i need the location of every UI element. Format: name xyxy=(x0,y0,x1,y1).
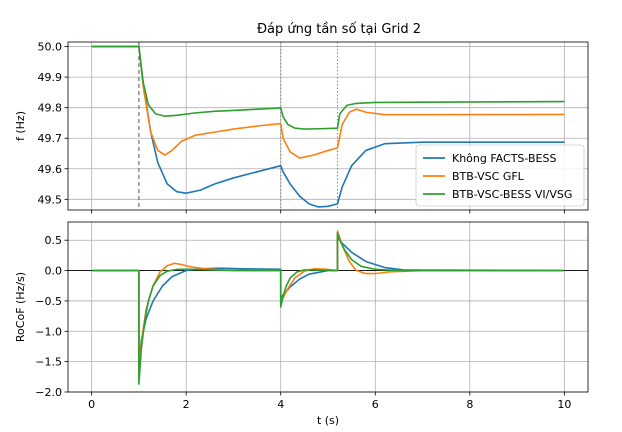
top-plot-series xyxy=(91,45,565,208)
legend: Không FACTS-BESS BTB-VSC GFL BTB-VSC-BESS … xyxy=(415,144,585,207)
top-plot-ylabel: f (Hz) xyxy=(14,111,27,141)
y-tick-label: −2.0 xyxy=(35,386,62,399)
top-plot-frame xyxy=(67,41,589,211)
series-line xyxy=(91,232,565,385)
bottom-plot-xlabel: t (s) xyxy=(317,414,339,427)
y-tick-label: 49.7 xyxy=(38,132,63,145)
x-tick-label: 6 xyxy=(372,398,379,411)
top-plot-grid xyxy=(68,42,588,210)
top-plot-ticks: 49.5 49.6 49.7 49.8 49.9 50.0 xyxy=(38,41,565,214)
y-tick-label: 49.8 xyxy=(38,102,63,115)
series-line xyxy=(91,230,565,378)
y-tick-label: 50.0 xyxy=(38,41,63,54)
x-tick-label: 2 xyxy=(183,398,190,411)
x-tick-label: 10 xyxy=(557,398,571,411)
series-line xyxy=(91,45,565,208)
bottom-plot-ticks: 0 2 4 6 8 10 −2.0 −1.5 −1.0 −0.5 0.0 0.5 xyxy=(35,234,571,411)
y-tick-label: −0.5 xyxy=(35,295,62,308)
y-tick-label: 49.5 xyxy=(38,193,63,206)
bottom-plot-ylabel: RoCoF (Hz/s) xyxy=(14,272,27,342)
series-line xyxy=(91,45,565,159)
x-tick-label: 8 xyxy=(466,398,473,411)
x-tick-label: 4 xyxy=(277,398,284,411)
x-tick-label: 0 xyxy=(88,398,95,411)
legend-entry: BTB-VSC-BESS VI/VSG xyxy=(452,188,572,201)
y-tick-label: 49.9 xyxy=(38,71,63,84)
series-line xyxy=(91,45,565,130)
y-tick-label: −1.5 xyxy=(35,356,62,369)
y-tick-label: 0.5 xyxy=(45,234,63,247)
y-tick-label: 0.0 xyxy=(45,265,63,278)
legend-box xyxy=(415,144,585,207)
legend-entry: Không FACTS-BESS xyxy=(452,152,556,165)
chart-title: Đáp ứng tần số tại Grid 2 xyxy=(257,22,421,37)
legend-entry: BTB-VSC GFL xyxy=(452,170,525,183)
series-line xyxy=(91,236,565,369)
bottom-plot-grid xyxy=(68,222,588,393)
bottom-plot-series xyxy=(91,230,565,385)
y-tick-label: −1.0 xyxy=(35,325,62,338)
bottom-plot-frame xyxy=(67,221,589,393)
y-tick-label: 49.6 xyxy=(38,163,63,176)
